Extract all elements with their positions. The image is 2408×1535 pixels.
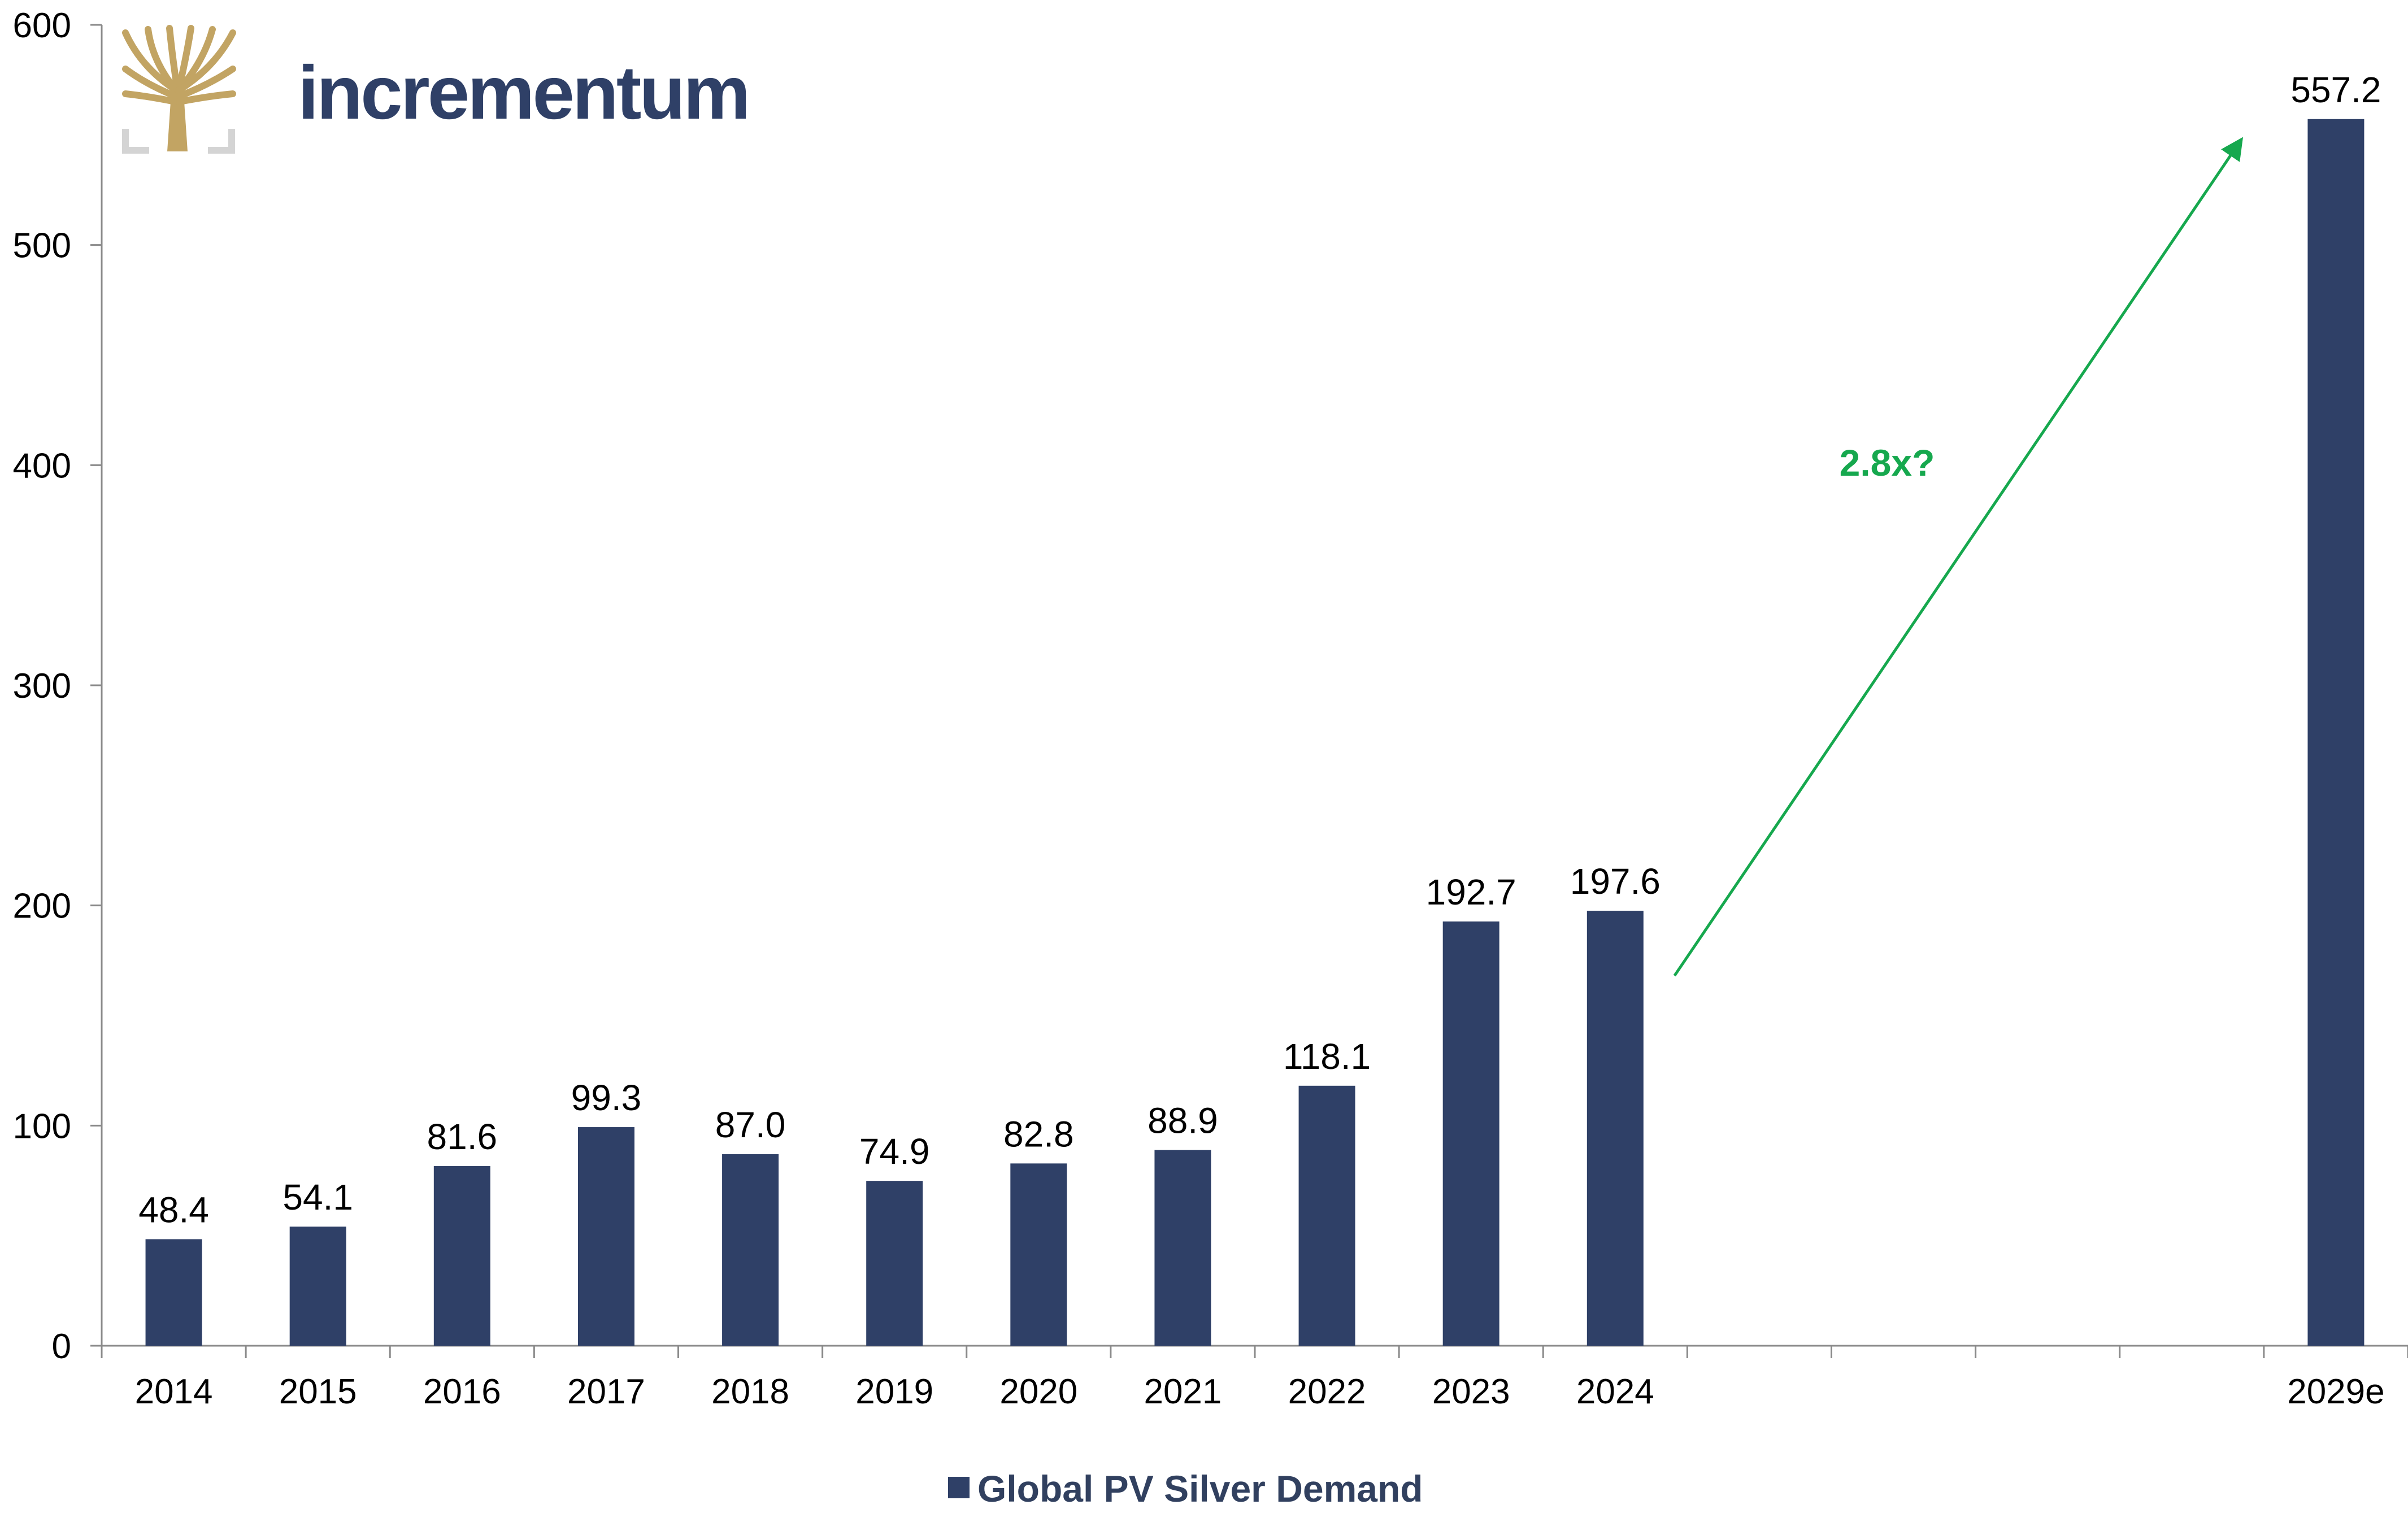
tree-branch bbox=[145, 26, 180, 94]
growth-label: 2.8x? bbox=[1840, 442, 1935, 484]
bar bbox=[1587, 911, 1644, 1346]
bar bbox=[1442, 921, 1499, 1346]
x-tick-label: 2015 bbox=[279, 1372, 357, 1411]
x-tick-label: 2021 bbox=[1144, 1372, 1222, 1411]
y-tick-label: 500 bbox=[13, 227, 71, 266]
data-label: 54.1 bbox=[282, 1177, 353, 1217]
x-tick-label: 2022 bbox=[1288, 1372, 1366, 1411]
bar bbox=[722, 1154, 779, 1346]
emblem-bracket-right bbox=[208, 129, 235, 154]
data-label: 118.1 bbox=[1283, 1036, 1371, 1077]
x-tick-label: 2019 bbox=[855, 1372, 933, 1411]
bar bbox=[1298, 1085, 1355, 1346]
data-label: 192.7 bbox=[1426, 872, 1516, 912]
data-label: 197.6 bbox=[1570, 861, 1661, 902]
legend: Global PV Silver Demand bbox=[948, 1468, 1423, 1510]
x-tick-label: 2016 bbox=[423, 1372, 501, 1411]
logo-wordmark: incrementum bbox=[298, 51, 748, 135]
x-tick-label: 2014 bbox=[135, 1372, 213, 1411]
y-tick-label: 100 bbox=[13, 1107, 71, 1146]
data-label: 74.9 bbox=[859, 1131, 930, 1172]
bar bbox=[289, 1227, 346, 1346]
bar bbox=[1010, 1163, 1067, 1346]
y-tick-label: 0 bbox=[52, 1327, 71, 1366]
data-label: 88.9 bbox=[1148, 1101, 1218, 1141]
emblem-bracket-left bbox=[122, 129, 149, 154]
data-labels: 48.4 54.1 81.6 99.3 87.0 74.9 82.8 88.9 118.1 192… bbox=[138, 69, 2381, 1230]
tree-icon bbox=[122, 25, 236, 154]
tree-branch bbox=[122, 66, 179, 99]
bar bbox=[433, 1166, 490, 1346]
x-tick-label: 2024 bbox=[1576, 1372, 1654, 1411]
bar bbox=[145, 1239, 202, 1346]
bar bbox=[2307, 119, 2364, 1346]
x-tick-label: 2017 bbox=[567, 1372, 645, 1411]
bar bbox=[866, 1181, 923, 1346]
y-tick-label: 600 bbox=[13, 6, 71, 45]
legend-swatch bbox=[948, 1477, 970, 1498]
tree-branch bbox=[176, 66, 236, 99]
tree-branch bbox=[175, 29, 236, 94]
tree-branch bbox=[166, 25, 181, 94]
data-label: 82.8 bbox=[1003, 1114, 1074, 1154]
data-label: 557.2 bbox=[2290, 69, 2381, 110]
growth-annotation: 2.8x? bbox=[1673, 137, 2244, 977]
x-tick-label: 2029e bbox=[2287, 1372, 2384, 1411]
logo: incrementum bbox=[122, 25, 750, 154]
y-tick-label: 400 bbox=[13, 446, 71, 485]
x-tick-label: 2020 bbox=[999, 1372, 1077, 1411]
bars bbox=[145, 119, 2364, 1346]
legend-label: Global PV Silver Demand bbox=[977, 1468, 1423, 1510]
data-label: 87.0 bbox=[715, 1104, 786, 1145]
y-tick-label: 200 bbox=[13, 887, 71, 926]
bar bbox=[1154, 1150, 1211, 1346]
y-tick-label: 300 bbox=[13, 667, 71, 706]
tree-branch bbox=[122, 90, 179, 105]
data-label: 81.6 bbox=[427, 1116, 498, 1157]
data-label: 48.4 bbox=[138, 1189, 209, 1230]
bar bbox=[577, 1127, 634, 1346]
tree-branch bbox=[176, 90, 236, 105]
x-tick-label: 2023 bbox=[1432, 1372, 1510, 1411]
data-label: 99.3 bbox=[571, 1077, 642, 1118]
x-tick-label: 2018 bbox=[711, 1372, 789, 1411]
growth-arrow bbox=[1673, 137, 2244, 977]
